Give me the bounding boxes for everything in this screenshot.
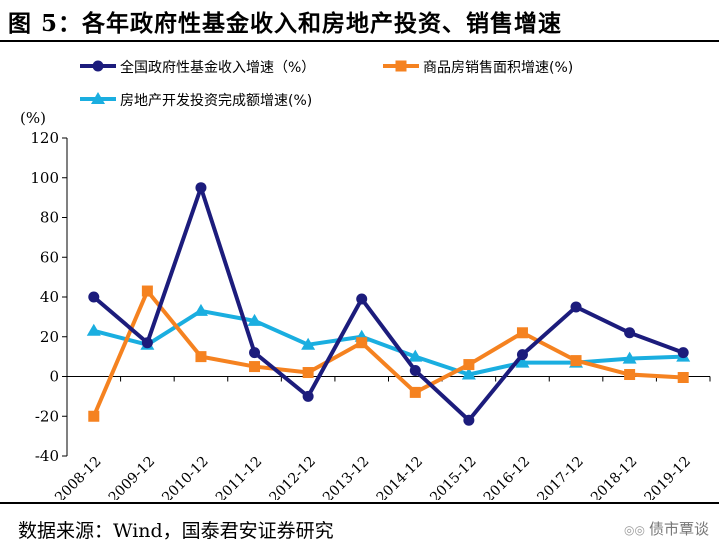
data-point xyxy=(141,337,153,349)
watermark: ◎◎ 债市覃谈 xyxy=(624,518,709,539)
x-tick-label: 2017-12 xyxy=(534,454,586,500)
data-point xyxy=(302,367,314,379)
watermark-text: 债市覃谈 xyxy=(648,520,709,538)
data-point xyxy=(570,355,582,367)
x-tick-label: 2014-12 xyxy=(374,454,426,500)
x-tick-label: 2008-12 xyxy=(52,454,104,500)
data-point xyxy=(461,367,476,380)
x-tick-label: 2011-12 xyxy=(213,454,265,500)
y-axis-label: (%) xyxy=(20,109,46,127)
legend-label: 房地产开发投资完成额增速(%) xyxy=(120,93,312,109)
bottom-rule xyxy=(0,502,719,504)
data-point xyxy=(195,351,207,363)
data-point xyxy=(409,365,421,377)
legend-marker xyxy=(395,60,407,72)
source-note: 数据来源：Wind，国泰君安证券研究 xyxy=(18,520,334,542)
data-point xyxy=(624,369,636,381)
x-tick-label: 2010-12 xyxy=(159,454,211,500)
data-point xyxy=(516,327,528,339)
data-point xyxy=(88,410,100,422)
y-tick-label: -40 xyxy=(35,447,59,465)
y-tick-label: 40 xyxy=(40,288,59,306)
x-tick-label: 2009-12 xyxy=(106,454,158,500)
x-tick-label: 2016-12 xyxy=(481,454,533,500)
data-point xyxy=(515,355,530,368)
data-point xyxy=(409,386,421,398)
series-line-0 xyxy=(92,185,684,423)
data-point xyxy=(677,347,689,359)
data-point xyxy=(141,285,153,297)
top-rule xyxy=(0,40,719,42)
y-tick-label: 60 xyxy=(40,248,59,266)
data-point xyxy=(356,293,368,305)
data-point xyxy=(408,349,423,362)
data-point xyxy=(463,414,475,426)
data-point xyxy=(301,337,316,350)
legend-marker xyxy=(92,60,104,72)
data-point xyxy=(356,337,368,349)
y-tick-label: 20 xyxy=(40,328,59,346)
x-tick-label: 2015-12 xyxy=(427,454,479,500)
y-tick-label: 120 xyxy=(30,129,59,147)
data-point xyxy=(193,303,208,316)
legend-label: 商品房销售面积增速(%) xyxy=(423,60,573,76)
data-point xyxy=(622,351,637,364)
data-point xyxy=(677,371,689,383)
x-tick-label: 2018-12 xyxy=(588,454,640,500)
data-point xyxy=(302,390,314,402)
data-point xyxy=(570,301,582,313)
data-point xyxy=(463,359,475,371)
data-point xyxy=(624,327,636,339)
legend-label: 全国政府性基金收入增速（%） xyxy=(120,59,315,76)
y-tick-label: 0 xyxy=(49,368,59,386)
data-point xyxy=(195,182,207,194)
data-point xyxy=(249,347,261,359)
chart-title: 图 5：各年政府性基金收入和房地产投资、销售增速 xyxy=(8,10,563,37)
x-tick-label: 2013-12 xyxy=(320,454,372,500)
wechat-icon: ◎◎ xyxy=(624,523,645,537)
y-tick-label: 80 xyxy=(40,209,59,227)
y-tick-label: 100 xyxy=(30,169,59,187)
data-point xyxy=(516,349,528,361)
x-tick-label: 2012-12 xyxy=(266,454,318,500)
legend-marker xyxy=(91,92,105,104)
data-point xyxy=(247,313,262,326)
data-point xyxy=(88,291,100,303)
series-line-1 xyxy=(91,289,684,418)
x-tick-label: 2019-12 xyxy=(642,454,694,500)
y-tick-label: -20 xyxy=(35,407,59,425)
data-point xyxy=(249,361,261,373)
data-point xyxy=(86,323,101,336)
